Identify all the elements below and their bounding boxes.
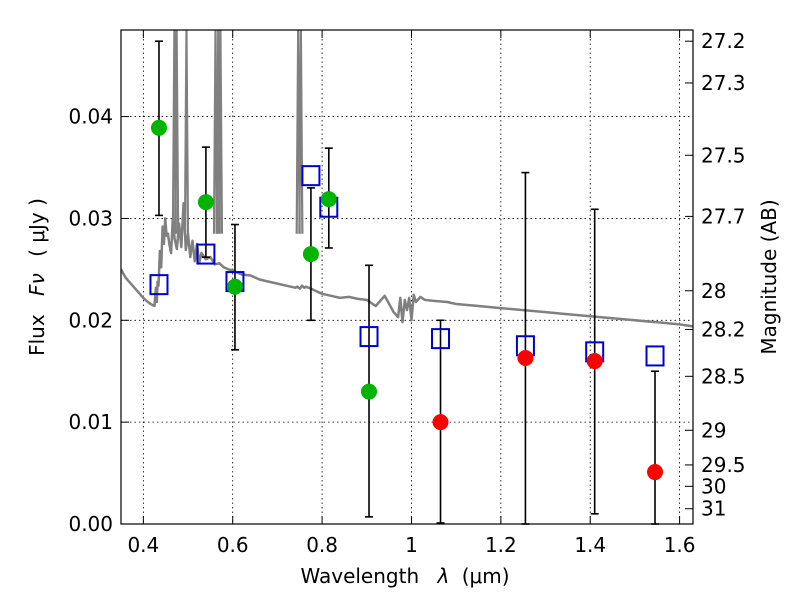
y2-tick-label: 30 [701,474,726,498]
detection-point [197,194,214,211]
x-tick-label: 1.6 [664,533,696,557]
y-axis-title-text: Flux [25,314,49,356]
y-tick-label: 0.04 [68,105,113,129]
y2-tick-label: 28.5 [701,364,746,388]
emission-line-spike [183,30,190,234]
y-tick-label: 0.02 [68,308,113,332]
x-axis-title-symbol: λ [437,564,450,588]
detection-point [150,119,167,136]
model-photometry-square [431,328,451,350]
y-axis-title: Flux Fν ( μJy ) [25,198,49,356]
y2-tick-label: 28.2 [701,317,746,341]
y2-tick-label: 31 [701,497,726,521]
y2-tick-label: 28 [701,279,726,303]
emission-line-spike [217,30,224,234]
x-axis-title: Wavelength λ (μm) [300,564,509,588]
y2-tick-label: 27.2 [701,29,746,53]
model-photometry-square [149,274,169,296]
y-axis-title-unit: ( μJy ) [25,198,49,257]
detection-point [361,383,378,400]
x-axis-title-unit: (μm) [462,564,510,588]
y-tick-label: 0.03 [68,206,113,230]
model-photometry-square [645,345,665,367]
non-detection-point [586,353,603,370]
x-tick-label: 0.6 [217,533,249,557]
x-tick-label: 0.4 [127,533,159,557]
x-axis-title-text: Wavelength [300,564,419,588]
y2-tick-label: 29.5 [701,453,746,477]
measured-points-layer [150,119,664,481]
non-detection-point [517,349,534,366]
y2-tick-label: 27.3 [701,71,746,95]
y-axis-left: 0.00 0.01 0.02 0.03 0.04 [68,105,129,536]
detection-point [226,278,243,295]
model-spectrum-line [121,201,693,328]
x-tick-label: 1.2 [485,533,517,557]
y2-axis-title: Magnitude (AB) [757,199,781,354]
x-tick-label: 1.4 [574,533,606,557]
detection-point [302,246,319,263]
plot-frame [120,29,694,525]
y2-tick-label: 27.5 [701,143,746,167]
model-photometry-square [196,243,216,265]
y2-tick-label: 29 [701,418,726,442]
model-photometry-square [359,326,379,348]
x-tick-label: 1 [405,533,418,557]
y-tick-label: 0.00 [68,512,113,536]
x-tick-label: 0.8 [306,533,338,557]
y-tick-label: 0.01 [68,410,113,434]
model-photometry-square [301,165,321,187]
detection-point [320,191,337,208]
non-detection-point [432,414,449,431]
y2-tick-label: 27.7 [701,204,746,228]
x-axis: 0.4 0.6 0.8 1 1.2 1.4 1.6 [127,30,696,557]
y-axis-title-symbol: Fν [25,273,49,296]
non-detection-point [647,464,664,481]
emission-line-spike [174,30,180,234]
